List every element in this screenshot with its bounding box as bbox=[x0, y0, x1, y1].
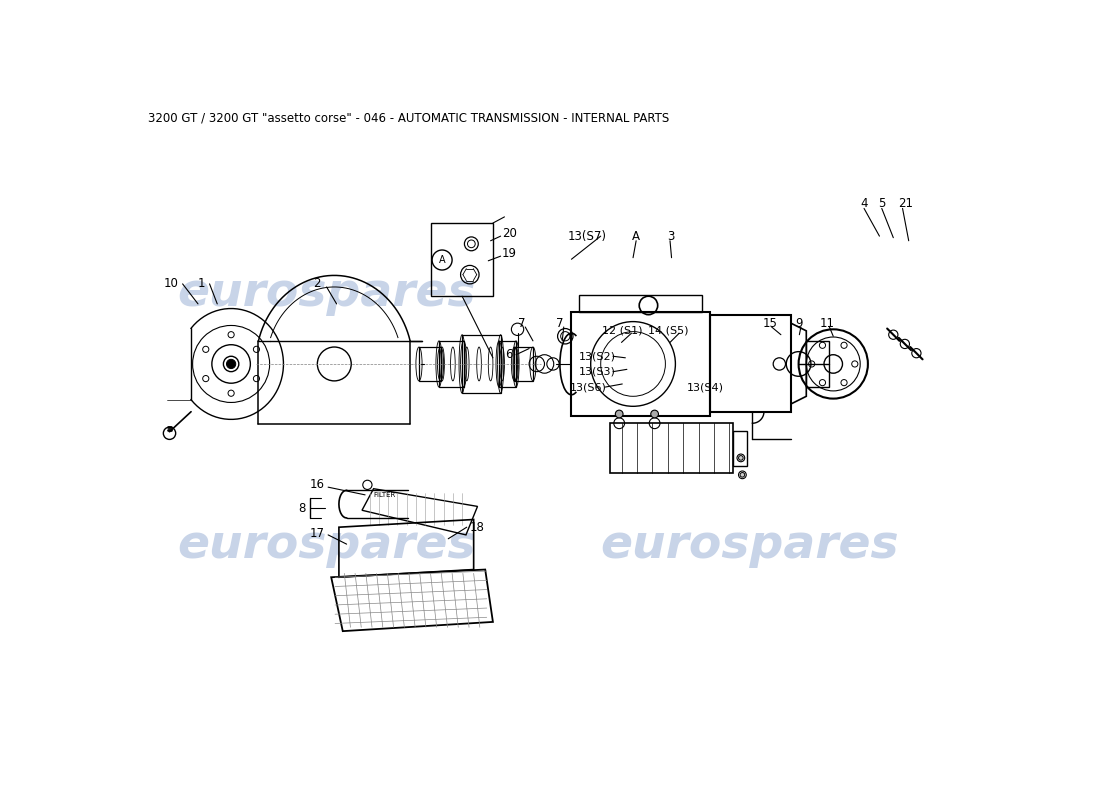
Circle shape bbox=[738, 455, 744, 460]
Text: 5: 5 bbox=[878, 198, 886, 210]
Text: A: A bbox=[439, 255, 446, 265]
Text: 1: 1 bbox=[198, 278, 206, 290]
Bar bbox=[806, 341, 829, 387]
Bar bbox=[572, 312, 711, 415]
Text: 13(S7): 13(S7) bbox=[568, 230, 606, 242]
Text: 13(S4): 13(S4) bbox=[686, 382, 724, 392]
Text: 20: 20 bbox=[502, 226, 517, 239]
Bar bbox=[419, 347, 440, 381]
Text: 6: 6 bbox=[505, 348, 513, 362]
Bar bbox=[462, 334, 501, 394]
Bar bbox=[431, 223, 493, 296]
Text: 13(S3): 13(S3) bbox=[580, 366, 616, 377]
Bar bbox=[515, 347, 534, 381]
Text: 7: 7 bbox=[517, 318, 525, 330]
Text: 4: 4 bbox=[860, 198, 868, 210]
Text: 21: 21 bbox=[898, 198, 913, 210]
Bar bbox=[711, 315, 791, 412]
Circle shape bbox=[227, 359, 235, 369]
Text: 8: 8 bbox=[298, 502, 306, 515]
Text: 17: 17 bbox=[310, 527, 326, 540]
Text: 2: 2 bbox=[314, 278, 321, 290]
Bar bbox=[609, 423, 734, 474]
Text: FILTER: FILTER bbox=[374, 492, 396, 498]
Text: 13(S6): 13(S6) bbox=[570, 382, 607, 392]
Text: A: A bbox=[631, 230, 639, 242]
Text: 16: 16 bbox=[310, 478, 326, 491]
Text: 3: 3 bbox=[667, 230, 674, 242]
Text: 9: 9 bbox=[794, 318, 802, 330]
Text: 19: 19 bbox=[502, 246, 517, 259]
Bar bbox=[499, 341, 516, 387]
Text: 7: 7 bbox=[556, 318, 563, 330]
Circle shape bbox=[615, 410, 623, 418]
Text: 12 (S1): 12 (S1) bbox=[603, 325, 642, 335]
Text: 3200 GT / 3200 GT "assetto corse" - 046 - AUTOMATIC TRANSMISSION - INTERNAL PART: 3200 GT / 3200 GT "assetto corse" - 046 … bbox=[147, 111, 669, 124]
Circle shape bbox=[651, 410, 659, 418]
Bar bbox=[439, 341, 464, 387]
Text: 14 (S5): 14 (S5) bbox=[649, 325, 689, 335]
Text: 15: 15 bbox=[762, 318, 778, 330]
Text: 10: 10 bbox=[163, 278, 178, 290]
Circle shape bbox=[740, 473, 745, 477]
Text: eurospares: eurospares bbox=[601, 523, 900, 568]
Text: 18: 18 bbox=[470, 521, 485, 534]
Bar bbox=[733, 431, 747, 466]
Text: eurospares: eurospares bbox=[177, 270, 476, 316]
Text: 11: 11 bbox=[821, 318, 835, 330]
Text: 13(S2): 13(S2) bbox=[580, 351, 616, 362]
Bar bbox=[580, 294, 703, 311]
Text: eurospares: eurospares bbox=[177, 523, 476, 568]
